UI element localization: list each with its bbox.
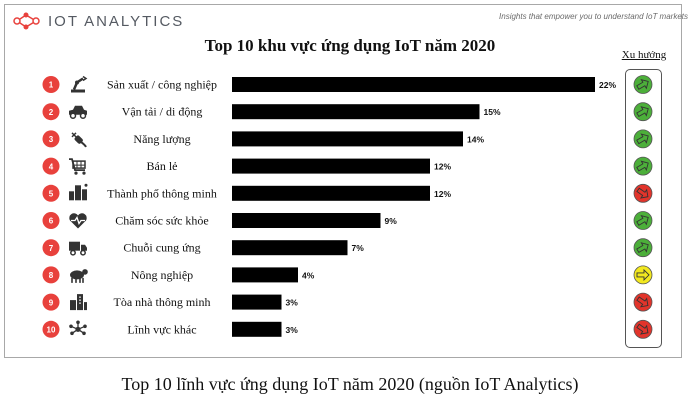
bar [232, 104, 480, 120]
rank-circle [42, 293, 60, 311]
bar [232, 240, 348, 256]
chart-row: 4 Bán lẻ 12% [42, 156, 653, 176]
rank-label: 9 [49, 298, 54, 307]
infographic-frame [4, 4, 682, 358]
category-label: Lĩnh vực khác [127, 322, 196, 336]
trend-down-arrow-icon [633, 292, 653, 312]
truck-icon [69, 241, 87, 256]
robot-arm-icon [71, 75, 88, 93]
chart-row: 5 Thành phố thông minh 12% [42, 183, 653, 203]
chart-row: 3 Năng lượng 14% [42, 129, 653, 149]
heartbeat-icon [69, 213, 87, 229]
rank-label: 7 [49, 244, 54, 253]
value-label: 22% [599, 80, 616, 90]
trend-up-arrow-icon [633, 238, 653, 258]
rank-circle [42, 130, 60, 148]
car-icon [69, 105, 87, 119]
cow-icon [70, 269, 88, 283]
value-label: 9% [385, 216, 398, 226]
logo-network-icon [13, 12, 40, 30]
rank-circle [42, 184, 60, 202]
rank-circle [42, 266, 60, 284]
iot-analytics-logo: IOT ANALYTICS [12, 9, 184, 33]
bar [232, 294, 282, 310]
chart-row: 7 Chuỗi cung ứng 7% [42, 238, 653, 258]
network-icon [69, 320, 87, 336]
chart-row: 10 Lĩnh vực khác 3% [42, 319, 653, 339]
chart-row: 8 Nông nghiệp 4% [42, 265, 653, 285]
value-label: 3% [286, 298, 299, 308]
rank-circle [42, 157, 60, 175]
trend-up-arrow-icon [633, 156, 653, 176]
chart-title: Top 10 khu vực ứng dụng IoT năm 2020 [204, 36, 496, 55]
city-icon [69, 183, 88, 201]
rank-circle [42, 76, 60, 93]
category-label: Tòa nhà thông minh [114, 295, 211, 309]
brand-tagline: Insights that empower you to understand … [499, 12, 688, 21]
rank-label: 4 [49, 162, 54, 171]
bar [232, 213, 381, 228]
rank-label: 6 [49, 217, 54, 226]
rank-circle [42, 320, 60, 338]
bar [232, 77, 595, 92]
rank-label: 3 [49, 135, 54, 144]
cart-icon [69, 158, 86, 175]
bar [232, 158, 430, 174]
bar [232, 185, 430, 201]
category-label: Chăm sóc sức khỏe [115, 214, 209, 228]
rank-label: 2 [49, 108, 54, 117]
rank-label: 5 [49, 190, 54, 199]
category-label: Vận tải / di động [122, 105, 203, 119]
rank-circle [42, 239, 60, 257]
trend-column-header: Xu hướng [621, 49, 667, 61]
bar [232, 321, 282, 337]
chart-row: 6 Chăm sóc sức khỏe 9% [42, 211, 653, 230]
chart-row: 9 Tòa nhà thông minh 3% [42, 292, 653, 312]
value-label: 7% [352, 243, 365, 253]
trend-up-arrow-icon [633, 211, 653, 230]
trend-column-box [625, 69, 662, 348]
plug-icon [71, 132, 87, 148]
category-label: Sản xuất / công nghiệp [107, 78, 217, 92]
category-label: Chuỗi cung ứng [123, 241, 200, 255]
bar [232, 267, 298, 283]
trend-up-arrow-icon [633, 75, 653, 94]
value-label: 12% [434, 162, 451, 172]
value-label: 14% [467, 134, 484, 144]
rank-circle [42, 103, 60, 121]
category-label: Thành phố thông minh [107, 186, 217, 200]
trend-down-arrow-icon [633, 319, 653, 339]
brand-name: IOT ANALYTICS [48, 12, 185, 30]
value-label: 15% [484, 107, 501, 117]
figure-caption: Top 10 lĩnh vực ứng dụng IoT năm 2020 (n… [121, 374, 579, 394]
category-label: Nông nghiệp [131, 268, 193, 282]
trend-up-arrow-icon [633, 129, 653, 149]
bar-chart: 1 Sản xuất / công nghiệp 22% 2 Vận tải / di … [42, 75, 653, 339]
bar [232, 131, 463, 147]
category-label: Năng lượng [133, 132, 190, 146]
rank-label: 10 [47, 326, 56, 335]
category-label: Bán lẻ [147, 159, 178, 173]
value-label: 4% [302, 270, 315, 280]
chart-row: 2 Vận tải / di động 15% [42, 102, 653, 122]
value-label: 3% [286, 325, 299, 335]
value-label: 12% [434, 189, 451, 199]
trend-down-arrow-icon [633, 183, 653, 203]
building-icon [70, 294, 87, 311]
chart-row: 1 Sản xuất / công nghiệp 22% [42, 75, 653, 94]
rank-label: 8 [49, 271, 54, 280]
trend-up-arrow-icon [633, 102, 653, 122]
trend-flat-arrow-icon [633, 265, 653, 285]
rank-label: 1 [49, 81, 54, 90]
rank-circle [42, 212, 60, 229]
